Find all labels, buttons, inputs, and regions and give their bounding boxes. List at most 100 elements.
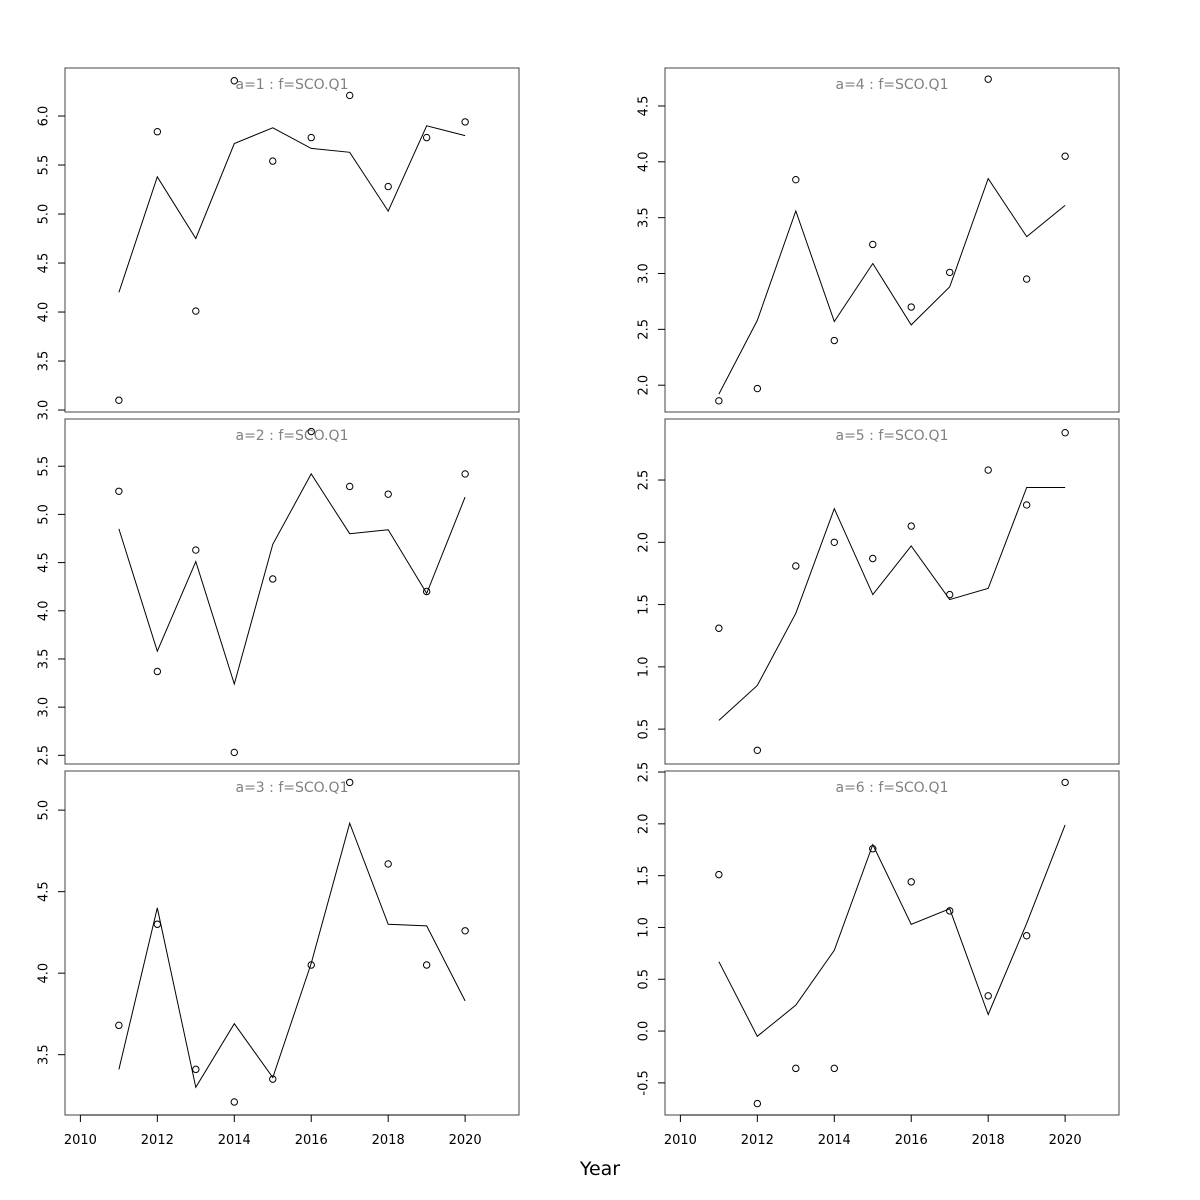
y-tick-label: 3.0: [37, 400, 52, 421]
y-tick-label: 4.5: [37, 552, 52, 573]
data-point: [153, 128, 162, 136]
y-tick-label: 2.5: [637, 319, 652, 340]
y-tick-label: 6.0: [37, 106, 52, 127]
y-tick-label: 0.5: [637, 719, 652, 740]
data-point: [984, 75, 992, 83]
x-tick-label: 2020: [1049, 1133, 1082, 1148]
x-tick-label: 2018: [972, 1133, 1005, 1148]
y-tick-label: 4.5: [637, 96, 652, 117]
data-point: [869, 554, 877, 563]
data-point: [984, 466, 992, 474]
y-tick-label: 1.5: [637, 594, 652, 615]
x-tick-label: 2010: [64, 1133, 97, 1148]
y-tick-label: 1.0: [637, 657, 652, 678]
series-line: [118, 821, 466, 1089]
panel-frame: [64, 418, 520, 765]
data-point: [192, 1065, 200, 1074]
y-tick-label: 4.0: [37, 600, 52, 621]
y-tick-label: 2.5: [637, 762, 652, 783]
data-point: [346, 482, 354, 491]
x-tick-label: 2020: [449, 1133, 482, 1148]
y-tick-label: 4.0: [37, 302, 52, 323]
y-tick-label: 5.0: [37, 800, 52, 821]
y-tick-label: 4.5: [37, 253, 52, 274]
data-point: [830, 538, 838, 547]
panel-3: a=3 : f=SCO.Q1 3.5 4.0 4.5 5.0 2010 2012 2014 20…: [37, 770, 520, 1148]
panel-2: a=2 : f=SCO.Q1 2.5 3.0 3.5 4.0 4.5 5.0 5.5: [37, 418, 520, 766]
y-tick-label: 3.5: [637, 207, 652, 228]
data-point: [946, 907, 954, 915]
series-line: [718, 177, 1066, 395]
data-point: [946, 590, 954, 599]
panel-title: a=5 : f=SCO.Q1: [836, 428, 949, 444]
data-point: [269, 157, 277, 165]
data-point: [715, 870, 723, 879]
series-line: [718, 824, 1066, 1038]
data-point: [753, 384, 762, 393]
panel-1: a=1 : f=SCO.Q1 3.0 3.5 4.0 4.5 5.0 5.5 6.0: [37, 67, 520, 421]
data-point: [230, 77, 238, 85]
data-point: [384, 490, 392, 498]
data-point: [907, 303, 915, 311]
data-point: [346, 91, 354, 100]
y-tick-label: 5.5: [37, 155, 52, 176]
data-point: [907, 878, 915, 886]
panel-frame: [664, 67, 1120, 413]
data-point: [946, 268, 954, 277]
x-axis-label: Year: [579, 1158, 621, 1180]
data-point: [269, 575, 277, 583]
y-tick-label: 2.0: [637, 375, 652, 396]
x-tick-label: 2014: [818, 1133, 851, 1148]
data-point: [115, 1021, 123, 1030]
panel-frame: [64, 67, 520, 413]
x-tick-label: 2016: [895, 1133, 928, 1148]
y-tick-label: 0.5: [637, 969, 652, 990]
data-point: [715, 397, 723, 405]
data-point: [792, 1064, 800, 1073]
y-tick-label: 1.5: [637, 865, 652, 886]
x-tick-label: 2012: [141, 1133, 174, 1148]
y-tick-label: -0.5: [637, 1070, 652, 1095]
data-point: [230, 1098, 238, 1106]
panel-frame: [64, 770, 520, 1116]
x-tick-label: 2010: [664, 1133, 697, 1148]
data-point: [830, 1064, 838, 1073]
data-point: [115, 396, 123, 404]
y-tick-label: 0.0: [637, 1021, 652, 1042]
x-tick-label: 2012: [741, 1133, 774, 1148]
panel-title: a=6 : f=SCO.Q1: [836, 780, 949, 796]
data-point: [192, 546, 200, 554]
data-point: [1061, 152, 1069, 160]
data-point: [422, 587, 431, 596]
data-point: [1061, 778, 1069, 787]
y-tick-label: 2.0: [637, 532, 652, 553]
panel-6: a=6 : f=SCO.Q1 -0.5 0.0 0.5 1.0 1.5 2.0 2.5 2010…: [637, 762, 1120, 1148]
y-tick-label: 5.0: [37, 204, 52, 225]
data-point: [715, 624, 723, 632]
data-point: [753, 1099, 762, 1108]
y-tick-label: 3.5: [37, 351, 52, 372]
x-tick-label: 2018: [372, 1133, 405, 1148]
y-tick-label: 5.5: [37, 456, 52, 477]
data-point: [461, 927, 469, 935]
panel-title: a=3 : f=SCO.Q1: [236, 780, 349, 796]
y-tick-label: 3.5: [37, 1044, 52, 1065]
x-tick-label: 2016: [295, 1133, 328, 1148]
y-tick-label: 3.5: [37, 649, 52, 670]
y-tick-label: 2.5: [637, 470, 652, 491]
panel-frame: [664, 418, 1120, 765]
panel-title: a=4 : f=SCO.Q1: [836, 77, 949, 93]
panel-4: a=4 : f=SCO.Q1 2.0 2.5 3.0 3.5 4.0 4.5: [637, 67, 1120, 413]
y-tick-label: 3.0: [637, 263, 652, 284]
data-point: [1061, 429, 1069, 437]
data-point: [753, 746, 762, 754]
y-tick-label: 5.0: [37, 504, 52, 525]
data-point: [792, 175, 800, 184]
data-point: [422, 961, 431, 969]
data-point: [307, 961, 315, 969]
data-point: [384, 182, 392, 191]
panel-5: a=5 : f=SCO.Q1 0.5 1.0 1.5 2.0 2.5: [637, 418, 1120, 765]
data-point: [1022, 932, 1031, 940]
data-point: [230, 748, 238, 757]
data-point: [115, 487, 123, 495]
